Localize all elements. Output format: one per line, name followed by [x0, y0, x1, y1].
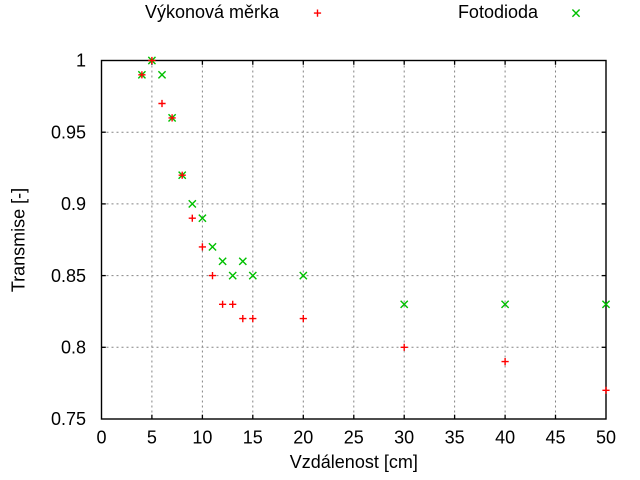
svg-text:1: 1: [76, 51, 86, 71]
svg-text:Vzdálenost [cm]: Vzdálenost [cm]: [290, 452, 418, 472]
svg-text:40: 40: [495, 428, 515, 448]
svg-text:10: 10: [192, 428, 212, 448]
svg-text:20: 20: [293, 428, 313, 448]
svg-text:0.85: 0.85: [51, 266, 86, 286]
svg-text:0.75: 0.75: [51, 409, 86, 429]
svg-text:15: 15: [243, 428, 263, 448]
svg-text:Transmise [-]: Transmise [-]: [9, 188, 29, 292]
svg-text:0.8: 0.8: [61, 338, 86, 358]
svg-text:50: 50: [596, 428, 616, 448]
svg-text:5: 5: [147, 428, 157, 448]
svg-text:0: 0: [96, 428, 106, 448]
svg-text:35: 35: [445, 428, 465, 448]
svg-text:Výkonová měrka: Výkonová měrka: [145, 2, 280, 22]
svg-text:0.9: 0.9: [61, 194, 86, 214]
svg-text:0.95: 0.95: [51, 122, 86, 142]
svg-text:Fotodioda: Fotodioda: [458, 2, 539, 22]
svg-text:25: 25: [344, 428, 364, 448]
svg-text:30: 30: [394, 428, 414, 448]
svg-text:45: 45: [545, 428, 565, 448]
